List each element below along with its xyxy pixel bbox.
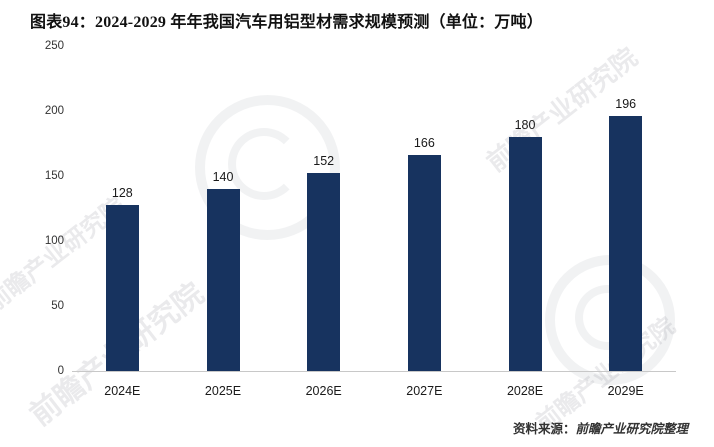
x-axis-label: 2027E: [406, 384, 443, 398]
y-axis-tick: 100: [44, 235, 64, 247]
bar-column: 166: [374, 46, 475, 371]
bar-value-label: 180: [514, 118, 536, 132]
y-axis-tick: 200: [44, 105, 64, 117]
bar-value-label: 128: [111, 185, 133, 200]
chart-area: 250 200 150 100 50 0 128 140 152 166 180 196 2024E…: [30, 40, 690, 400]
bar-column: 196: [575, 46, 676, 371]
bar-value-label: 166: [413, 136, 435, 151]
bar: [307, 173, 341, 371]
bar: [609, 116, 643, 371]
x-axis-label: 2026E: [305, 384, 342, 398]
chart-title: 图表94：2024-2029 年年我国汽车用铝型材需求规模预测（单位：万吨）: [30, 14, 543, 31]
bar: [206, 189, 240, 371]
x-axis-label: 2025E: [204, 384, 242, 398]
bar-value-label: 140: [212, 170, 234, 184]
bar-column: 128: [72, 46, 173, 371]
y-axis-tick: 50: [51, 300, 64, 312]
y-axis-tick: 250: [44, 40, 64, 52]
bar: [508, 137, 542, 371]
bar-column: 140: [173, 46, 274, 371]
bar-value-label: 196: [615, 97, 637, 112]
bar-value-label: 152: [313, 154, 335, 169]
bar: [407, 155, 441, 371]
bar-column: 180: [475, 46, 576, 371]
x-axis-label: 2024E: [104, 384, 141, 398]
source-note: 资料来源：前瞻产业研究院整理: [513, 418, 688, 437]
bar: [105, 204, 139, 371]
plot-area: 128 140 152 166 180 196: [72, 46, 676, 372]
x-axis-label: 2028E: [506, 384, 544, 398]
x-axis-label: 2029E: [607, 384, 644, 398]
source-label: 资料来源：: [512, 422, 576, 436]
bar-column: 152: [273, 46, 374, 371]
y-axis-tick: 150: [44, 170, 64, 182]
x-axis: 2024E 2025E 2026E 2027E 2028E 2029E: [72, 384, 676, 398]
source-value: 前瞻产业研究院整理: [575, 422, 688, 436]
y-axis-tick: 0: [57, 365, 64, 377]
